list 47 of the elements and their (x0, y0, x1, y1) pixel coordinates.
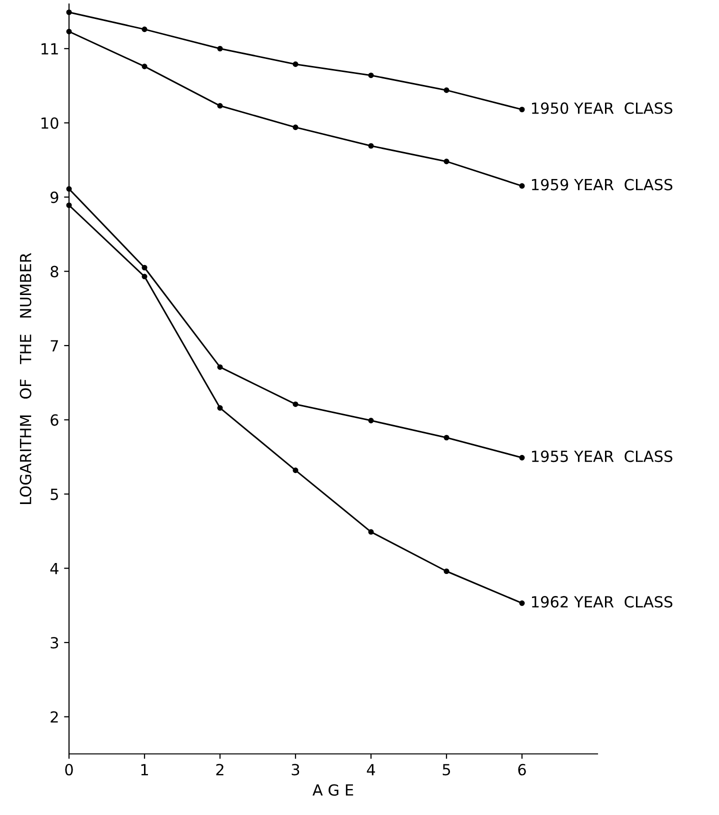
y-tick-label: 9 (50, 192, 58, 204)
y-tick-label: 3 (50, 636, 58, 649)
x-tick-label: 3 (292, 764, 300, 776)
x-axis-title: A G E (312, 784, 354, 796)
point (292, 124, 298, 130)
x-tick-label: 0 (65, 764, 73, 776)
series-label: 1955 YEAR CLASS (532, 450, 672, 462)
point (217, 364, 223, 370)
x-tick-label: 2 (216, 764, 224, 776)
point (217, 405, 223, 411)
point (444, 434, 450, 440)
point (444, 158, 450, 164)
series-label: 1950 YEAR CLASS (532, 102, 672, 114)
x-tick-label: 6 (518, 764, 526, 776)
y-tick-label: 6 (50, 414, 58, 426)
point (292, 401, 298, 407)
y-tick-label: 4 (50, 562, 58, 574)
point (368, 143, 374, 149)
y-tick-label: 10 (42, 117, 58, 129)
y-tick-label: 2 (50, 711, 58, 723)
point (142, 264, 148, 270)
point (368, 418, 374, 424)
point (292, 468, 298, 474)
y-tick-label: 8 (50, 266, 58, 278)
y-tick-label: 11 (42, 43, 58, 54)
point (368, 72, 374, 78)
point (519, 454, 525, 460)
x-tick-label: 1 (141, 764, 148, 776)
point (519, 600, 525, 606)
point (444, 568, 450, 574)
point (368, 529, 374, 535)
point (519, 106, 525, 112)
y-tick-label: 7 (50, 340, 58, 352)
series-label: 1959 YEAR CLASS (532, 178, 672, 190)
point (217, 103, 223, 109)
point (217, 46, 223, 52)
y-axis-title: LOGARITHM OF THE NUMBER (20, 252, 32, 504)
x-tick-label: 5 (442, 764, 450, 776)
point (142, 26, 148, 32)
point (519, 183, 525, 189)
series-label: 1962 YEAR CLASS (532, 596, 672, 608)
point (142, 274, 148, 280)
point (142, 64, 148, 70)
x-tick-label: 4 (366, 764, 376, 776)
point (444, 87, 450, 93)
y-tick-label: 5 (50, 488, 58, 500)
point (292, 61, 298, 67)
